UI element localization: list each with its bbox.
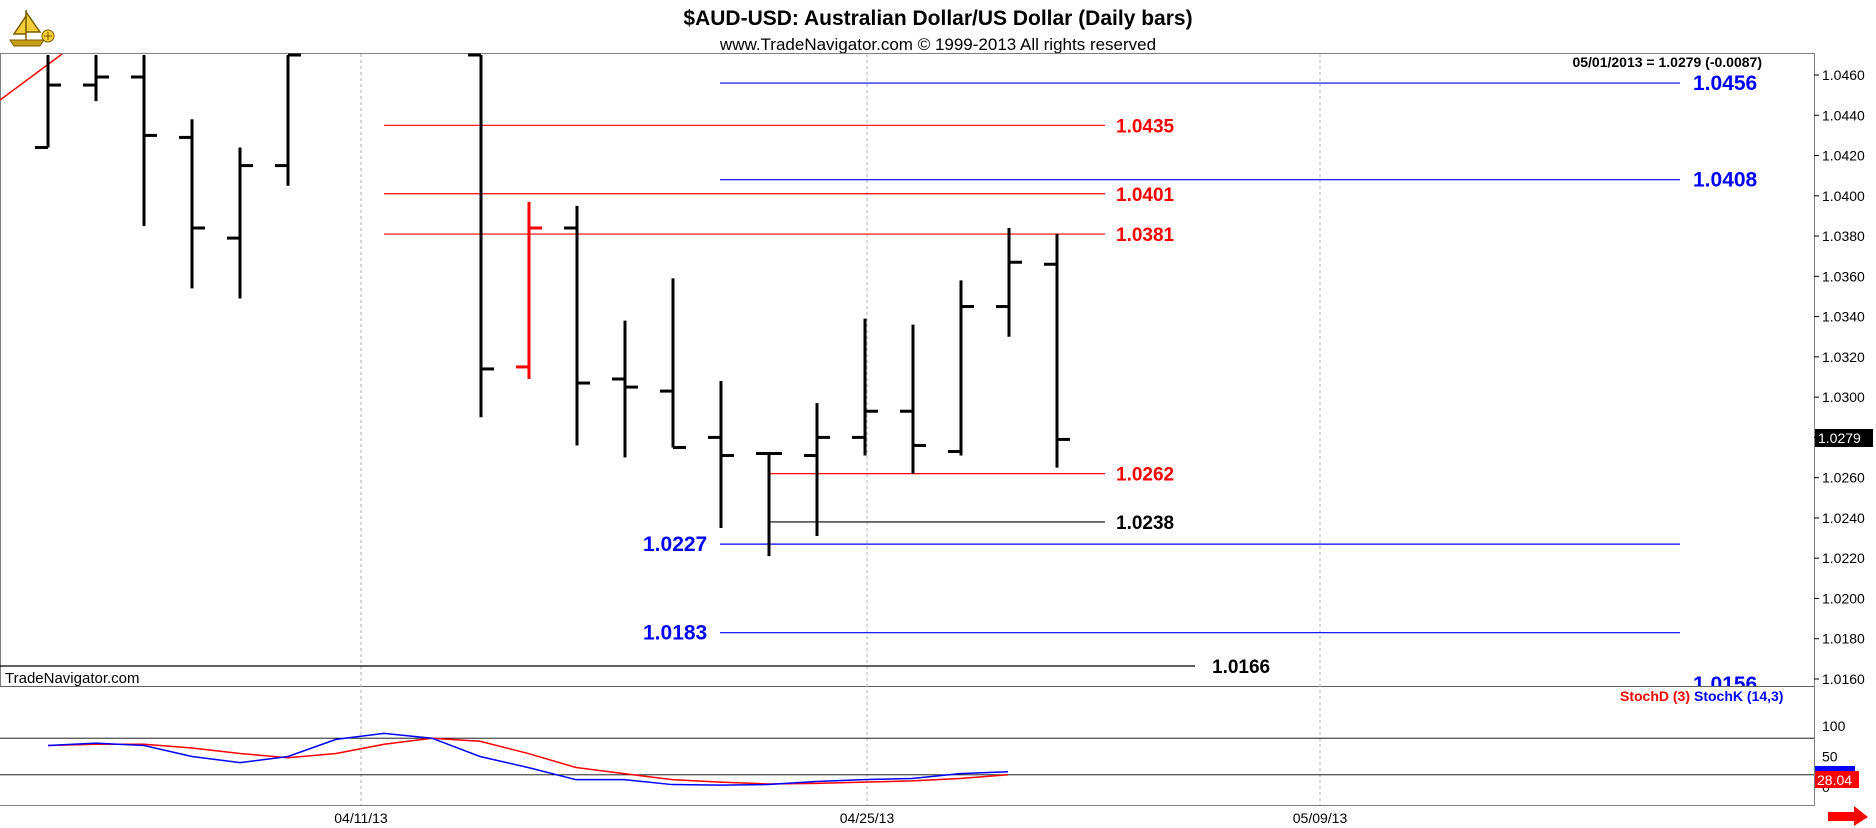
grid-layer [0,54,1814,805]
ohlc-bar [996,228,1022,337]
price-panel-frame [0,53,1815,687]
level-label: 1.0262 [1116,465,1174,486]
ohlc-bars [35,53,1070,557]
y-tick-label: 1.0380 [1822,228,1865,244]
level-label: 1.0156 [1693,673,1757,696]
y-tick-label: 1.0240 [1822,510,1865,526]
stoch-y-tick-label: 100 [1822,718,1846,734]
x-tick-label: 05/09/13 [1293,810,1348,826]
stoch-last-box [1815,771,1859,788]
level-label: 1.0401 [1116,185,1175,206]
chart-title: $AUD-USD: Australian Dollar/US Dollar (D… [683,7,1192,30]
ohlc-bar [131,55,157,226]
x-tick-label: 04/11/13 [334,810,388,826]
x-tick-label: 04/25/13 [840,810,895,826]
ohlc-bar [468,53,494,418]
ohlc-bar [227,147,253,299]
stoch-last-label: 28.04 [1817,772,1852,788]
ohlc-bar [612,320,638,458]
ohlc-bar [1044,234,1070,468]
y-tick-label: 1.0420 [1822,148,1865,164]
last-price-box [1815,429,1873,447]
trade-navigator-logo [9,10,55,47]
ohlc-bar [804,403,830,537]
ohlc-bar [516,201,542,380]
legend-stochk: StochK (14,3) [1694,688,1783,704]
y-tick-label: 1.0180 [1822,631,1865,647]
stoch-last-box-blue [1815,766,1855,772]
level-label: 1.0238 [1116,513,1174,534]
level-label: 1.0408 [1693,169,1758,192]
ohlc-bar [900,324,926,474]
level-label: 1.0166 [1212,657,1270,678]
ohlc-bar [83,55,109,102]
ohlc-bar [35,55,61,149]
stochastic-lines [47,732,1009,786]
ohlc-bar [275,53,301,186]
ohlc-bar [179,119,205,289]
legend-stochd: StochD (3) [1620,688,1690,704]
watermark-text: TradeNavigator.com [5,670,140,687]
ohlc-bar [756,452,782,557]
trend-line [0,54,63,101]
level-label: 1.0183 [643,622,707,645]
y-tick-label: 1.0220 [1822,550,1865,566]
y-tick-label: 1.0200 [1822,590,1865,606]
y-tick-label: 1.0300 [1822,389,1865,405]
ohlc-bar [660,278,686,449]
axis-labels: 04/11/13 04/25/13 05/09/13 1.0160 1.0180 1.02… [334,67,1865,826]
last-price-info: 05/01/2013 = 1.0279 (-0.0087) [1572,54,1762,70]
ohlc-bar [852,318,878,456]
y-tick-label: 1.0320 [1822,349,1865,365]
y-tick-label: 1.0400 [1822,188,1865,204]
level-label: 1.0435 [1116,116,1175,137]
y-tick-label: 1.0440 [1822,107,1865,123]
level-layer: 1.0456 1.0435 1.0408 1.0401 1.0381 1.0262 1.02… [0,54,1758,696]
ohlc-bar [564,205,590,446]
level-label: 1.0227 [643,533,707,556]
level-label: 1.0381 [1116,225,1175,246]
y-tick-label: 1.0460 [1822,67,1865,83]
y-tick-label: 1.0260 [1822,470,1865,486]
y-tick-label: 1.0340 [1822,309,1865,325]
level-label: 1.0456 [1693,72,1757,95]
stoch-series-line [47,732,1009,786]
y-tick-label: 1.0360 [1822,268,1865,284]
stoch-series-line [47,737,1009,785]
scroll-right-arrow-icon[interactable] [1828,806,1868,826]
y-tick-label: 1.0160 [1822,671,1865,687]
copyright-text: www.TradeNavigator.com © 1999-2013 All r… [719,35,1156,54]
ohlc-bar [708,381,734,528]
last-price-label: 1.0279 [1818,430,1861,446]
ohlc-bar [948,280,974,456]
stoch-y-tick-label: 50 [1822,749,1838,765]
